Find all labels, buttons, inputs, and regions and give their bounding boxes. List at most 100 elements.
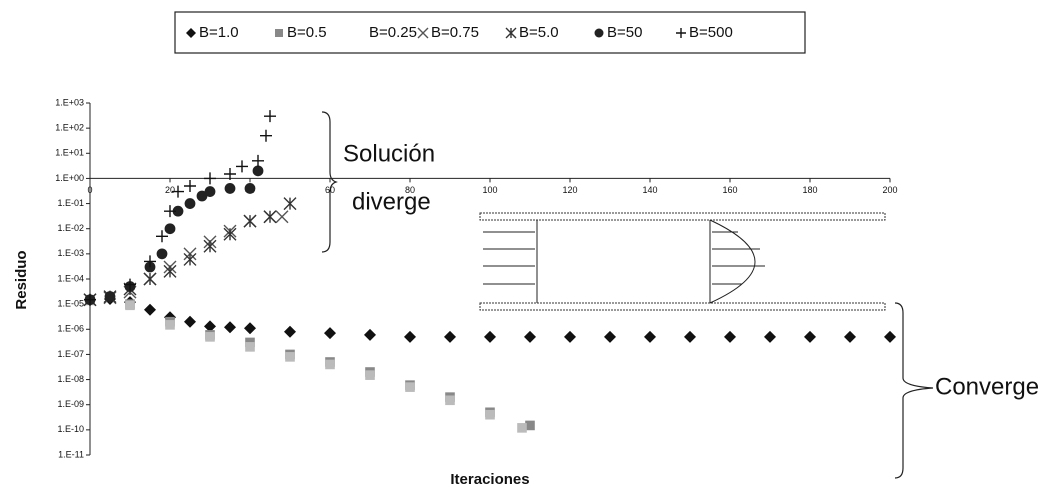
y-tick-label: 1.E-01	[57, 198, 84, 208]
point	[144, 303, 156, 316]
legend-label: B=50	[607, 24, 642, 41]
y-tick-label: 1.E-06	[57, 324, 84, 334]
point	[196, 190, 208, 202]
legend-marker	[186, 28, 196, 38]
point	[485, 409, 495, 420]
point	[164, 223, 176, 235]
point	[884, 330, 896, 343]
y-tick-label: 1.E-03	[57, 248, 84, 258]
point	[144, 255, 156, 268]
point	[525, 420, 535, 431]
point	[104, 291, 116, 302]
point	[275, 210, 289, 224]
point	[517, 423, 527, 433]
legend-label: B=0.25	[369, 24, 417, 41]
y-tick-label: 1.E-05	[57, 299, 84, 309]
point	[445, 395, 455, 406]
y-tick-label: 1.E+00	[55, 173, 84, 183]
x-tick-label: 0	[87, 185, 92, 195]
x-tick-label: 20	[165, 185, 175, 195]
point	[204, 186, 216, 197]
point	[283, 197, 297, 211]
x-tick-label: 120	[562, 185, 577, 195]
point	[644, 330, 656, 343]
y-tick-label: 1.E-08	[57, 374, 84, 384]
point	[252, 154, 264, 167]
point	[156, 248, 168, 260]
point	[165, 320, 175, 330]
legend-label: B=0.5	[287, 24, 327, 41]
legend-marker	[417, 27, 429, 39]
point	[524, 330, 536, 343]
point	[484, 330, 496, 343]
point	[183, 252, 197, 266]
legend-label: B=1.0	[199, 24, 239, 41]
point	[444, 330, 456, 343]
legend-label: B=500	[689, 24, 733, 41]
y-tick-label: 1.E-02	[57, 223, 84, 233]
brace	[894, 302, 934, 479]
point	[244, 322, 256, 335]
point	[224, 168, 236, 181]
y-tick-label: 1.E+02	[55, 123, 84, 133]
point	[365, 370, 375, 380]
legend-marker	[594, 28, 604, 38]
y-tick-label: 1.E-10	[57, 424, 84, 434]
x-tick-label: 100	[482, 185, 497, 195]
legend-label: B=5.0	[519, 24, 559, 41]
point	[184, 198, 196, 209]
point	[143, 272, 157, 286]
point	[404, 330, 416, 343]
point	[236, 160, 248, 173]
point	[604, 330, 616, 343]
point	[325, 359, 335, 370]
point	[84, 293, 96, 306]
point	[260, 129, 272, 142]
x-tick-label: 200	[882, 185, 897, 195]
x-tick-label: 180	[802, 185, 817, 195]
point	[172, 205, 184, 217]
y-tick-label: 1.E-09	[57, 399, 84, 409]
point	[364, 328, 376, 341]
point	[243, 214, 257, 228]
point	[804, 330, 816, 343]
point	[164, 205, 176, 218]
pipe-diagram	[479, 212, 886, 311]
point	[184, 315, 196, 328]
point	[252, 165, 264, 177]
y-tick-label: 1.E-07	[57, 349, 84, 359]
x-tick-label: 160	[722, 185, 737, 195]
point	[205, 332, 215, 342]
point	[204, 172, 216, 185]
annotation: Solución	[343, 140, 435, 167]
point	[203, 239, 217, 253]
point	[172, 185, 184, 198]
point	[224, 183, 236, 194]
annotation: Converge	[935, 373, 1039, 400]
brace	[321, 111, 338, 253]
point	[263, 210, 277, 224]
point	[285, 352, 295, 362]
x-tick-label: 80	[405, 185, 415, 195]
y-tick-label: 1.E+01	[55, 148, 84, 158]
point	[245, 342, 255, 352]
y-tick-label: 1.E+03	[55, 97, 84, 107]
point	[844, 330, 856, 343]
point	[264, 110, 276, 123]
point	[684, 330, 696, 343]
y-tick-label: 1.E-11	[58, 449, 84, 459]
point	[163, 264, 177, 278]
point	[224, 321, 236, 334]
point	[405, 382, 415, 392]
legend-marker	[676, 28, 686, 38]
annotation: diverge	[352, 188, 431, 215]
y-axis-title: Residuo	[13, 250, 30, 309]
point	[724, 330, 736, 343]
point	[223, 227, 237, 241]
point	[125, 300, 135, 311]
point	[324, 327, 336, 340]
point	[244, 183, 256, 194]
point	[156, 230, 168, 243]
y-tick-label: 1.E-04	[57, 273, 84, 283]
